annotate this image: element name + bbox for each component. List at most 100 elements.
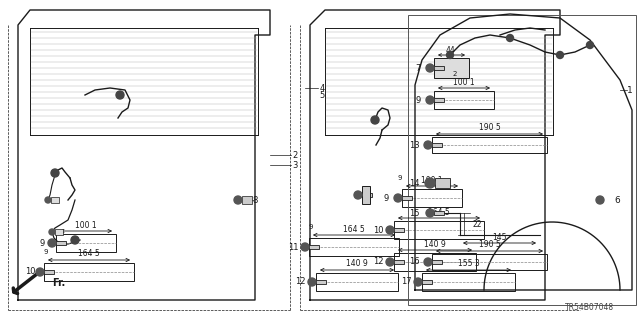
Bar [432, 260, 442, 264]
Bar [362, 186, 370, 204]
Text: 13: 13 [409, 140, 419, 149]
Text: 140 9: 140 9 [346, 260, 368, 268]
Bar [408, 15, 636, 305]
Text: 145: 145 [492, 233, 507, 242]
Bar [51, 197, 59, 203]
Circle shape [354, 191, 362, 199]
Circle shape [386, 226, 394, 234]
Text: 10: 10 [372, 226, 383, 235]
Bar [434, 98, 444, 102]
Text: 9: 9 [40, 238, 45, 247]
Text: 15: 15 [409, 209, 419, 218]
Circle shape [426, 64, 434, 72]
Text: 190 5: 190 5 [479, 123, 500, 132]
Bar [434, 91, 494, 109]
Circle shape [48, 239, 56, 247]
Text: 3: 3 [292, 161, 298, 170]
Text: 12: 12 [372, 258, 383, 267]
Text: 140 9: 140 9 [424, 239, 446, 249]
Text: 100 1: 100 1 [421, 175, 443, 185]
Bar [402, 189, 462, 207]
Text: TR54B07048: TR54B07048 [565, 303, 614, 313]
Text: 9: 9 [308, 224, 313, 230]
Text: 10: 10 [25, 268, 35, 276]
Text: 164 5: 164 5 [428, 207, 450, 217]
Text: 1: 1 [627, 85, 633, 94]
Circle shape [506, 35, 513, 42]
Bar [394, 221, 484, 239]
Bar [432, 143, 442, 148]
Text: 2: 2 [292, 150, 298, 159]
Bar [56, 234, 116, 252]
Circle shape [371, 116, 379, 124]
Bar [422, 280, 432, 284]
Circle shape [308, 278, 316, 286]
Text: 9: 9 [397, 175, 403, 181]
Bar [435, 178, 450, 188]
Text: 22: 22 [472, 220, 482, 228]
Text: 9: 9 [383, 194, 388, 203]
Circle shape [414, 278, 422, 286]
Text: 17: 17 [401, 277, 412, 286]
Circle shape [426, 96, 434, 104]
Circle shape [49, 229, 55, 235]
Circle shape [447, 52, 454, 59]
Circle shape [51, 169, 59, 177]
Text: 6: 6 [614, 196, 620, 204]
Circle shape [586, 42, 593, 49]
Bar [55, 229, 63, 235]
Bar [434, 211, 444, 215]
Text: 16: 16 [409, 258, 419, 267]
Bar [434, 58, 469, 78]
Circle shape [234, 196, 242, 204]
Circle shape [557, 52, 563, 59]
Bar [56, 241, 66, 245]
Text: 100 1: 100 1 [453, 77, 475, 86]
Circle shape [394, 194, 402, 202]
Circle shape [424, 258, 432, 266]
Text: 100 1: 100 1 [75, 220, 97, 229]
Bar [44, 269, 54, 275]
Bar [362, 193, 372, 197]
Bar [432, 254, 547, 270]
Text: 8: 8 [252, 196, 258, 204]
Text: 14: 14 [409, 179, 419, 188]
Circle shape [425, 178, 435, 188]
Text: 4: 4 [319, 84, 324, 92]
Circle shape [424, 141, 432, 149]
Text: 11: 11 [288, 243, 298, 252]
Text: 9: 9 [415, 95, 420, 105]
Circle shape [426, 209, 434, 217]
Circle shape [71, 236, 79, 244]
Text: 164 5: 164 5 [343, 225, 365, 234]
Text: Fr.: Fr. [52, 278, 65, 288]
Bar [402, 196, 412, 200]
Text: 155 3: 155 3 [458, 260, 479, 268]
Bar [422, 273, 515, 291]
Bar [394, 260, 404, 264]
Text: 164 5: 164 5 [78, 250, 100, 259]
Bar [394, 253, 476, 271]
Text: 12: 12 [295, 277, 305, 286]
Circle shape [116, 91, 124, 99]
Circle shape [301, 243, 309, 251]
Bar [44, 263, 134, 281]
Text: 7: 7 [415, 63, 420, 73]
Text: 9: 9 [44, 249, 48, 255]
Bar [394, 228, 404, 232]
Text: 44: 44 [446, 45, 456, 54]
Text: 2: 2 [453, 71, 457, 77]
Circle shape [596, 196, 604, 204]
Circle shape [45, 197, 51, 203]
Bar [434, 66, 444, 70]
Bar [316, 280, 326, 284]
Bar [309, 238, 399, 256]
Bar [432, 137, 547, 153]
Circle shape [36, 268, 44, 276]
Bar [316, 273, 398, 291]
Text: 5: 5 [319, 91, 324, 100]
Circle shape [386, 258, 394, 266]
Bar [242, 196, 252, 204]
Text: 190 5: 190 5 [479, 239, 500, 249]
Bar [309, 244, 319, 249]
